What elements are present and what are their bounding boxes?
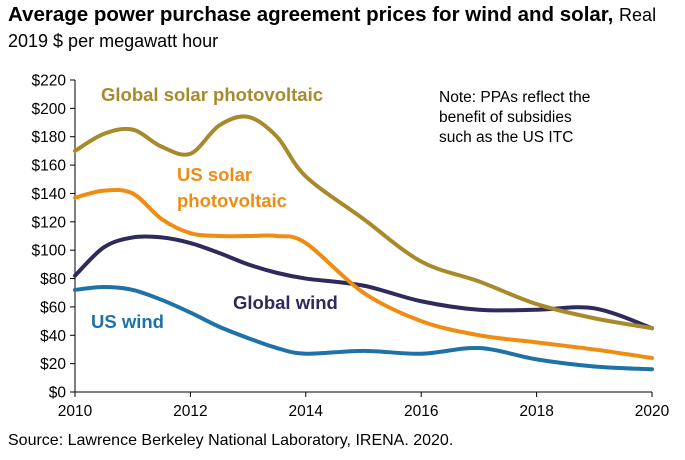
line-chart: $0 $20 $40 $60 $80 $100 $120 $140 $160 $180 $200 $2…	[32, 73, 670, 421]
y-tick-label: $60	[40, 299, 66, 316]
label-us-solar-line2: photovoltaic	[177, 190, 287, 211]
note-line-2: benefit of subsidies	[439, 109, 572, 126]
x-tick-label: 2020	[635, 403, 670, 420]
source-note: Source: Lawrence Berkeley National Labor…	[8, 432, 454, 449]
x-tick-label: 2016	[404, 403, 438, 420]
title-subtitle: Real 2019 $ per megawatt hour	[8, 5, 657, 51]
label-us-solar-line1: US solar	[177, 164, 252, 185]
y-tick-label: $20	[40, 356, 66, 373]
title-main: Average power purchase agreement prices …	[8, 3, 614, 26]
series-line-us-solar	[73, 187, 654, 360]
label-global-solar: Global solar photovoltaic	[101, 84, 323, 105]
y-tick-label: $0	[49, 385, 67, 402]
series-lines	[73, 114, 654, 372]
label-global-wind: Global wind	[233, 292, 338, 313]
chart-title: Average power purchase agreement prices …	[8, 2, 678, 54]
y-tick-label: $180	[32, 129, 67, 146]
y-tick-label: $140	[32, 186, 67, 203]
series-line-global-solar	[73, 114, 654, 331]
y-tick-label: $220	[32, 73, 67, 90]
y-tick-label: $80	[40, 271, 66, 288]
series-line-global-wind	[73, 234, 654, 331]
y-tick-label: $100	[32, 243, 67, 260]
label-us-wind: US wind	[91, 311, 164, 332]
y-tick-label: $40	[40, 328, 66, 345]
x-tick-label: 2010	[58, 403, 93, 420]
x-tick-label: 2012	[173, 403, 207, 420]
y-tick-label: $200	[32, 101, 67, 118]
y-axis-ticks: $0 $20 $40 $60 $80 $100 $120 $140 $160 $180 $200 $2…	[32, 73, 75, 402]
note-line-1: Note: PPAs reflect the	[439, 89, 590, 106]
y-tick-label: $120	[32, 214, 67, 231]
note-line-3: such as the US ITC	[439, 129, 573, 146]
x-tick-label: 2014	[289, 403, 324, 420]
series-line-us-wind	[73, 285, 654, 372]
x-tick-label: 2018	[519, 403, 553, 420]
x-axis-ticks: 2010 2012 2014 2016 2018 2020	[58, 392, 670, 420]
y-tick-label: $160	[32, 158, 67, 175]
